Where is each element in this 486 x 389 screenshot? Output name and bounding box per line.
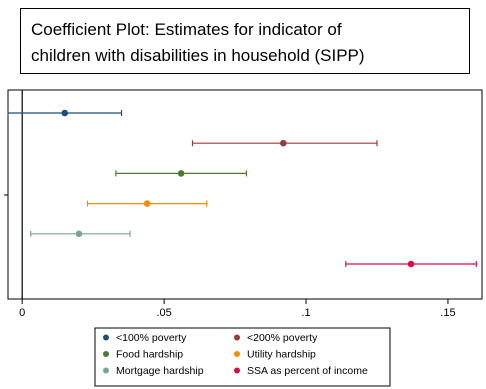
legend-box: [94, 327, 391, 387]
coefficient-plot: 0 .05 .1 .15 <100% poverty <200% poverty Food…: [4, 89, 483, 387]
x-tick-label-0: 0: [19, 307, 25, 319]
chart-title-line-1: Coefficient Plot: Estimates for indicato…: [31, 20, 342, 39]
point-estimate-3: [143, 200, 151, 207]
point-estimate-2: [177, 170, 185, 177]
x-tick-label-2: .1: [301, 307, 310, 319]
legend-label-1: <200% poverty: [247, 332, 318, 344]
point-estimate-1: [280, 139, 287, 147]
point-estimate-5: [407, 260, 415, 268]
legend-label-4: Mortgage hardship: [116, 365, 204, 377]
legend-marker-4: [103, 367, 109, 374]
legend-marker-2: [103, 351, 109, 357]
legend-label-3: Utility hardship: [247, 349, 316, 361]
plot-area: [7, 89, 483, 300]
legend: <100% poverty <200% poverty Food hardship U…: [103, 332, 368, 377]
legend-marker-3: [234, 351, 240, 357]
legend-label-0: <100% poverty: [116, 332, 187, 344]
chart-title-box: Coefficient Plot: Estimates for indicato…: [20, 8, 470, 74]
chart-title-line-2: children with disabilities in household …: [31, 46, 365, 65]
x-axis: 0 .05 .1 .15: [4, 90, 456, 319]
plot-marks: [7, 109, 477, 268]
legend-label-2: Food hardship: [116, 349, 183, 361]
point-estimate-4: [75, 230, 83, 238]
x-tick-label-3: .15: [440, 307, 455, 319]
x-tick-label-1: .05: [156, 307, 171, 319]
point-estimate-0: [61, 109, 69, 117]
legend-marker-0: [103, 334, 109, 341]
legend-marker-1: [234, 334, 240, 341]
legend-label-5: SSA as percent of income: [247, 365, 368, 377]
legend-marker-5: [234, 367, 240, 374]
